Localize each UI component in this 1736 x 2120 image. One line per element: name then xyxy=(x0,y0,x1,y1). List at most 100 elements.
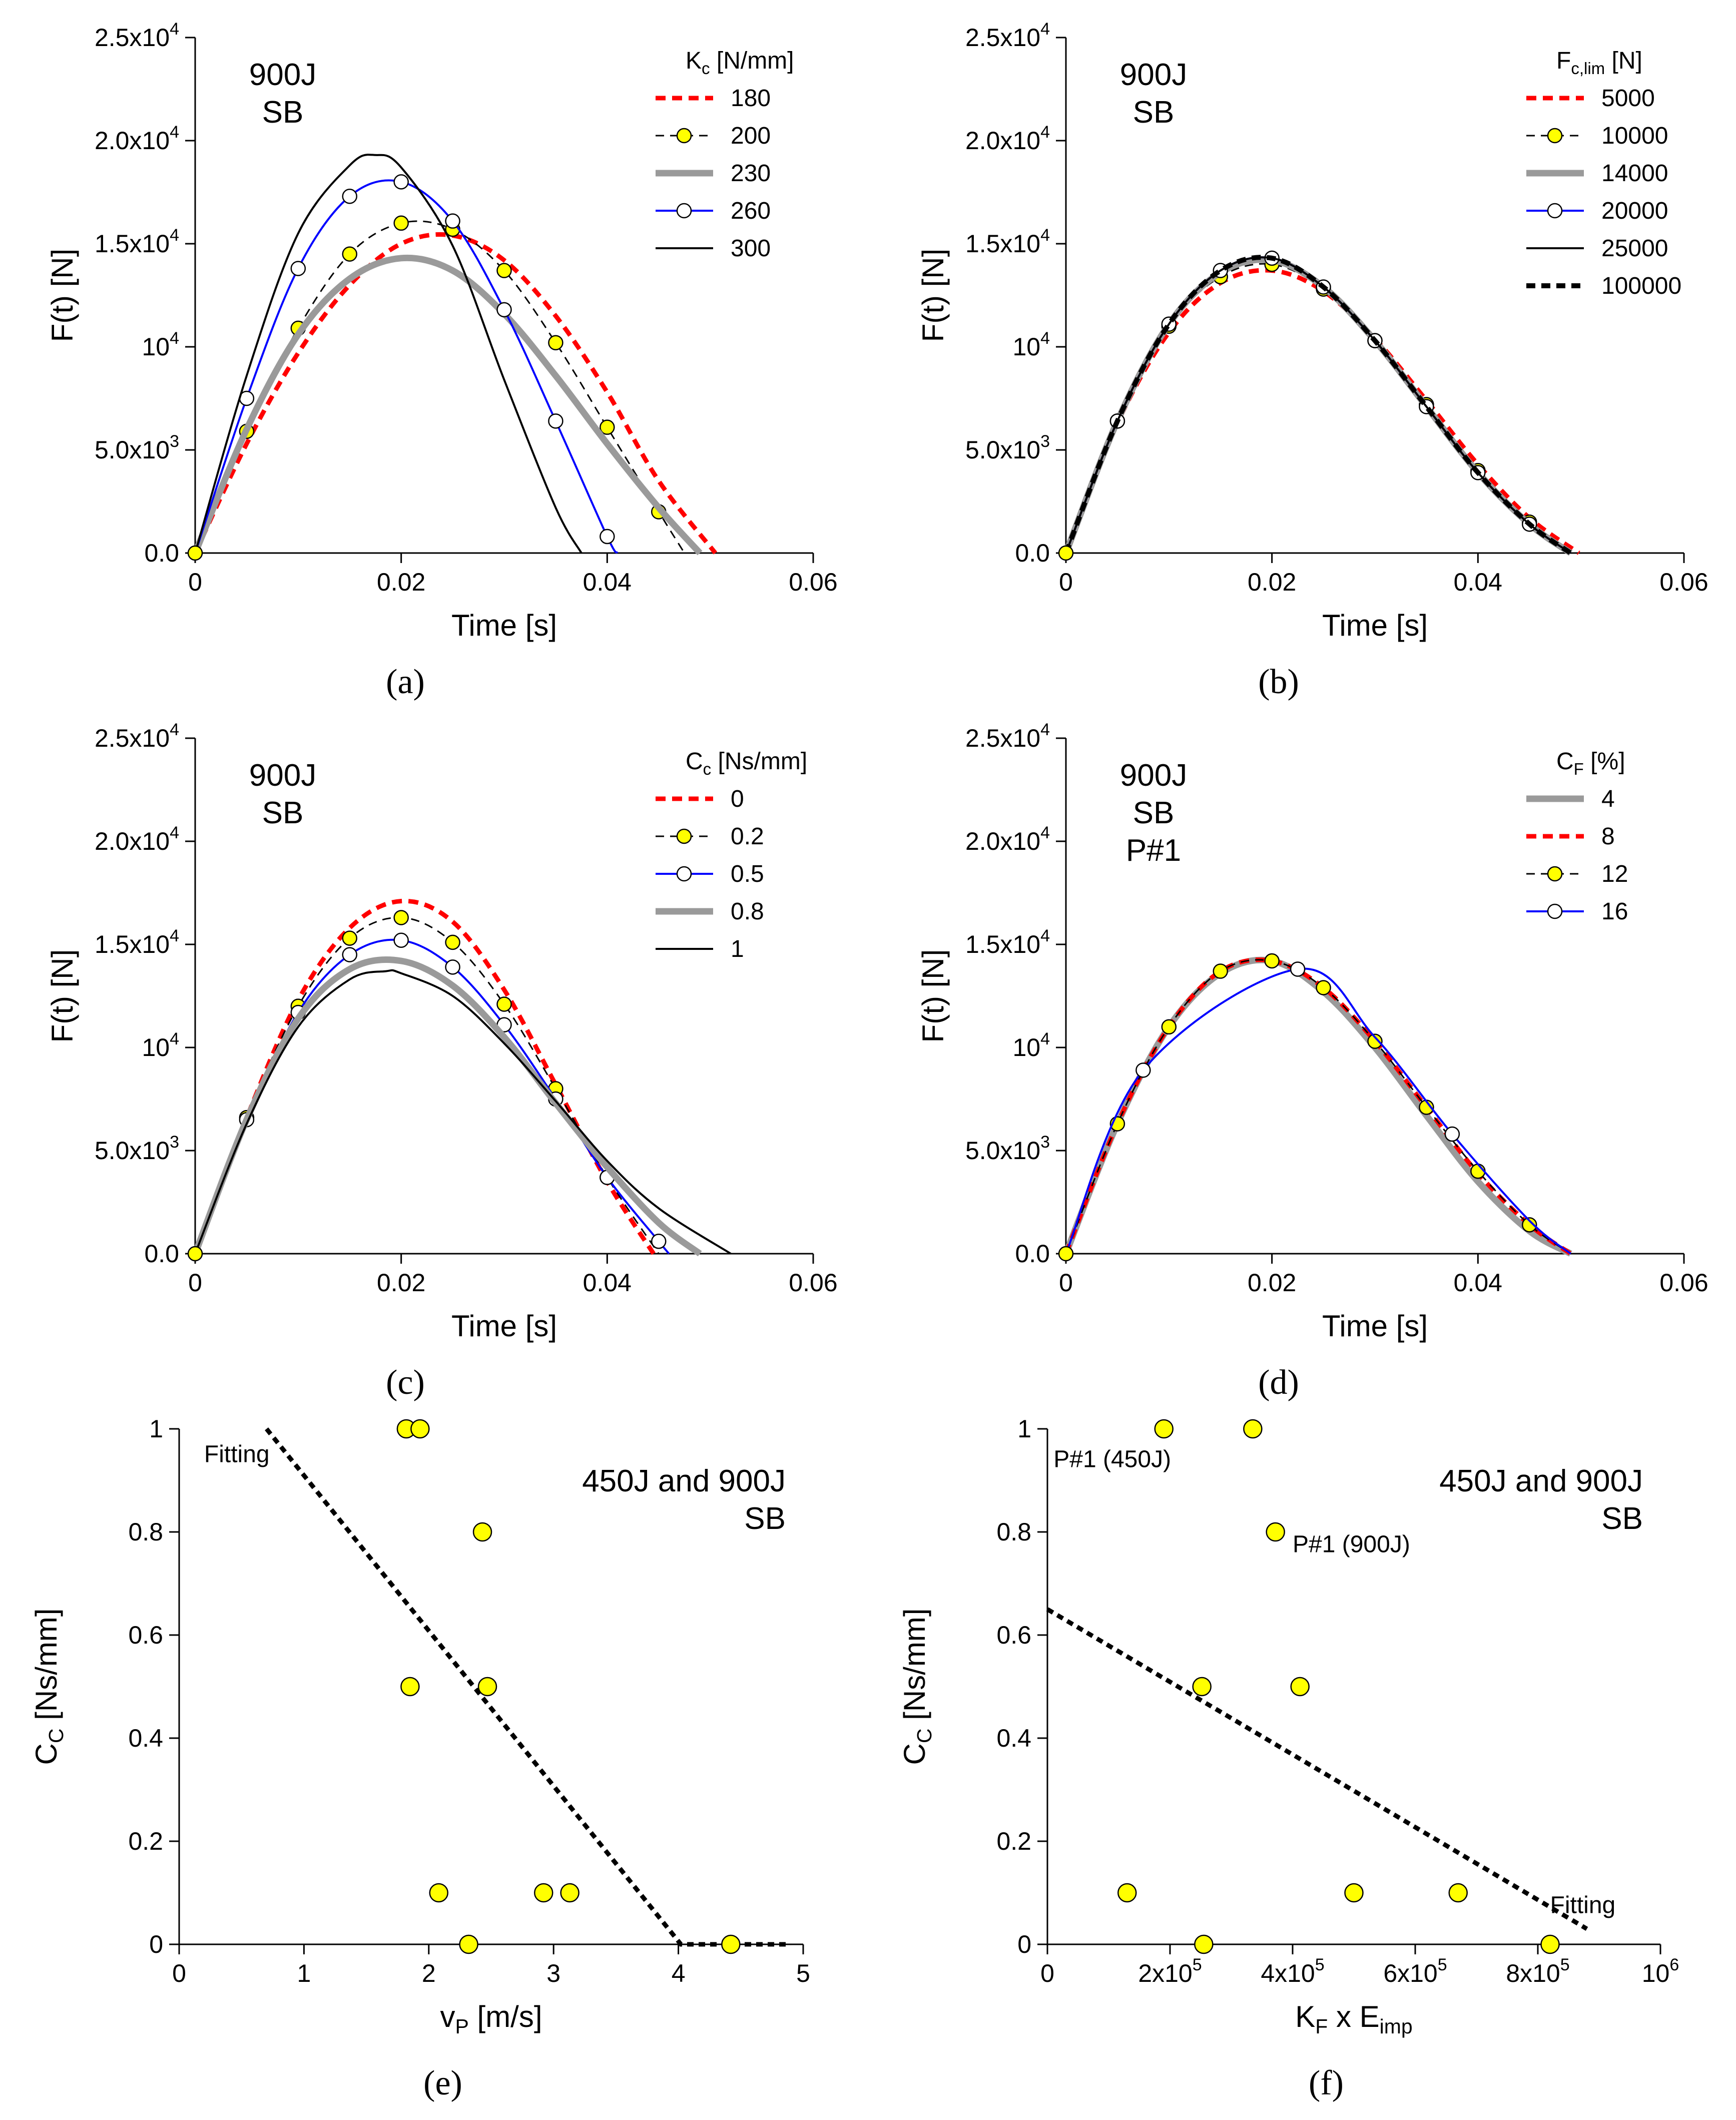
y-tick-label: 104​ xyxy=(142,1029,179,1062)
series-marker-16 xyxy=(1290,961,1306,977)
legend-label-1: 1 xyxy=(731,936,744,962)
y-tick-label: 2.5x104​ xyxy=(965,720,1050,752)
y-tick-label: 0.4 xyxy=(996,1724,1031,1752)
y-tick-label: 5.0x103​ xyxy=(95,1133,179,1165)
y-tick-label: 2.0x104​ xyxy=(95,823,179,855)
y-axis-label: F(t) [N] xyxy=(916,949,950,1043)
y-tick-label: 0.2 xyxy=(996,1827,1031,1855)
y-tick-label: 2.5x104​ xyxy=(965,20,1050,52)
x-tick-label: 0 xyxy=(1059,1269,1073,1297)
origin-marker xyxy=(1058,1246,1074,1262)
data-point xyxy=(1540,1934,1560,1954)
x-tick-label: 0.04 xyxy=(583,568,632,596)
data-point xyxy=(721,1934,741,1954)
data-point xyxy=(1266,1522,1285,1542)
y-tick-label: 1.5x104​ xyxy=(95,926,179,958)
legend-label-25000: 25000 xyxy=(1601,235,1668,262)
y-tick-label: 2.0x104​ xyxy=(965,823,1050,855)
y-axis-label: F(t) [N] xyxy=(46,949,79,1043)
x-tick-label: 0.02 xyxy=(1248,568,1296,596)
y-tick-label: 0.6 xyxy=(128,1621,163,1649)
series-marker-260 xyxy=(342,188,357,204)
data-point xyxy=(560,1883,580,1903)
legend-label-8: 8 xyxy=(1601,823,1615,850)
legend-label-230: 230 xyxy=(731,160,771,187)
y-tick-label: 1.5x104​ xyxy=(965,926,1050,958)
x-tick-label: 106​ xyxy=(1642,1955,1679,1987)
series-marker-260 xyxy=(548,413,563,429)
annotation-text: 900J xyxy=(1120,758,1187,793)
legend-label-12: 12 xyxy=(1601,861,1628,887)
point-annotation: P#1 (900J) xyxy=(1293,1531,1410,1558)
x-axis-label: Time [s] xyxy=(451,1309,557,1343)
data-point xyxy=(1154,1419,1174,1439)
y-tick-label: 104​ xyxy=(1012,329,1050,361)
data-point xyxy=(1448,1883,1468,1903)
series-line-8 xyxy=(1063,957,1572,1256)
legend-marker-260 xyxy=(676,203,692,219)
panel-caption: (e) xyxy=(423,2064,462,2102)
annotation-text: SB xyxy=(262,95,304,130)
legend-marker-20000 xyxy=(1547,203,1563,219)
legend-title: Kc [N/mm] xyxy=(686,48,794,78)
fitting-line xyxy=(265,1427,791,1947)
data-point xyxy=(533,1883,553,1903)
series-marker-0.2 xyxy=(445,934,460,950)
panel-caption: (a) xyxy=(386,663,425,701)
x-tick-label: 3 xyxy=(546,1959,560,1987)
legend-marker-12 xyxy=(1547,866,1563,882)
chart-d: 0 0.02 0.04 0.06 0.0 5.0x103​ 104​ 1.5x104​ 2.0x… xyxy=(916,720,1708,1402)
legend-label-16: 16 xyxy=(1601,898,1628,925)
y-tick-label: 104​ xyxy=(1012,1029,1050,1062)
legend-title: CF [%] xyxy=(1556,748,1625,778)
series-marker-12 xyxy=(1213,963,1228,979)
x-tick-label: 4 xyxy=(672,1959,686,1987)
y-tick-label: 5.0x103​ xyxy=(965,432,1050,464)
series-line-20000 xyxy=(1065,256,1571,554)
legend-label-0: 0 xyxy=(731,786,744,812)
series-marker-16 xyxy=(1135,1063,1151,1078)
series-line-0.8 xyxy=(192,956,702,1257)
x-tick-label: 8x105​ xyxy=(1506,1955,1569,1987)
legend-label-300: 300 xyxy=(731,235,771,262)
annotation-text: 900J xyxy=(249,58,316,92)
annotation-text: 450J and 900J xyxy=(1439,1464,1643,1498)
series-line-16 xyxy=(1065,967,1571,1255)
legend-label-200: 200 xyxy=(731,123,771,149)
legend-label-5000: 5000 xyxy=(1601,85,1655,112)
panel-caption: (c) xyxy=(386,1363,425,1402)
x-axis-label: Time [s] xyxy=(1322,609,1428,642)
legend-title: Cc [Ns/mm] xyxy=(686,748,807,778)
legend-label-10000: 10000 xyxy=(1601,123,1668,149)
y-tick-label: 1.5x104​ xyxy=(965,226,1050,258)
x-tick-label: 2 xyxy=(422,1959,436,1987)
series-line-4 xyxy=(1062,956,1572,1257)
x-tick-label: 4x105​ xyxy=(1261,1955,1324,1987)
y-tick-label: 2.5x104​ xyxy=(95,720,179,752)
series-line-260 xyxy=(194,179,619,554)
y-axis-label: F(t) [N] xyxy=(46,249,79,342)
x-tick-label: 0 xyxy=(188,568,202,596)
origin-marker xyxy=(187,545,203,561)
y-axis-label: CC [Ns/mm] xyxy=(30,1609,68,1765)
chart-e: 0 1 2 3 4 5 0 0.2 0.4 0.6 0.8 1 vP [m/s] CC [Ns/mm] (e… xyxy=(30,1415,810,2102)
y-tick-label: 104​ xyxy=(142,329,179,361)
data-point xyxy=(459,1934,478,1954)
annotation-text: 900J xyxy=(249,758,316,793)
x-tick-label: 0 xyxy=(188,1269,202,1297)
legend-label-0.2: 0.2 xyxy=(731,823,764,850)
x-tick-label: 0.06 xyxy=(1659,568,1708,596)
series-line-230 xyxy=(192,254,703,556)
point-annotation: Fitting xyxy=(1550,1892,1616,1919)
series-marker-0.5 xyxy=(651,1234,667,1249)
y-tick-label: 0.0 xyxy=(1015,539,1050,567)
point-annotation: Fitting xyxy=(204,1441,270,1467)
series-line-10000 xyxy=(1065,263,1571,554)
panel-caption: (b) xyxy=(1258,663,1299,701)
panel-caption: (f) xyxy=(1309,2064,1344,2102)
x-axis-label: Time [s] xyxy=(451,609,557,642)
data-point xyxy=(1243,1419,1263,1439)
x-tick-label: 0.06 xyxy=(1659,1269,1708,1297)
point-annotation: P#1 (450J) xyxy=(1053,1446,1171,1473)
x-axis-label: vP [m/s] xyxy=(440,2000,542,2038)
